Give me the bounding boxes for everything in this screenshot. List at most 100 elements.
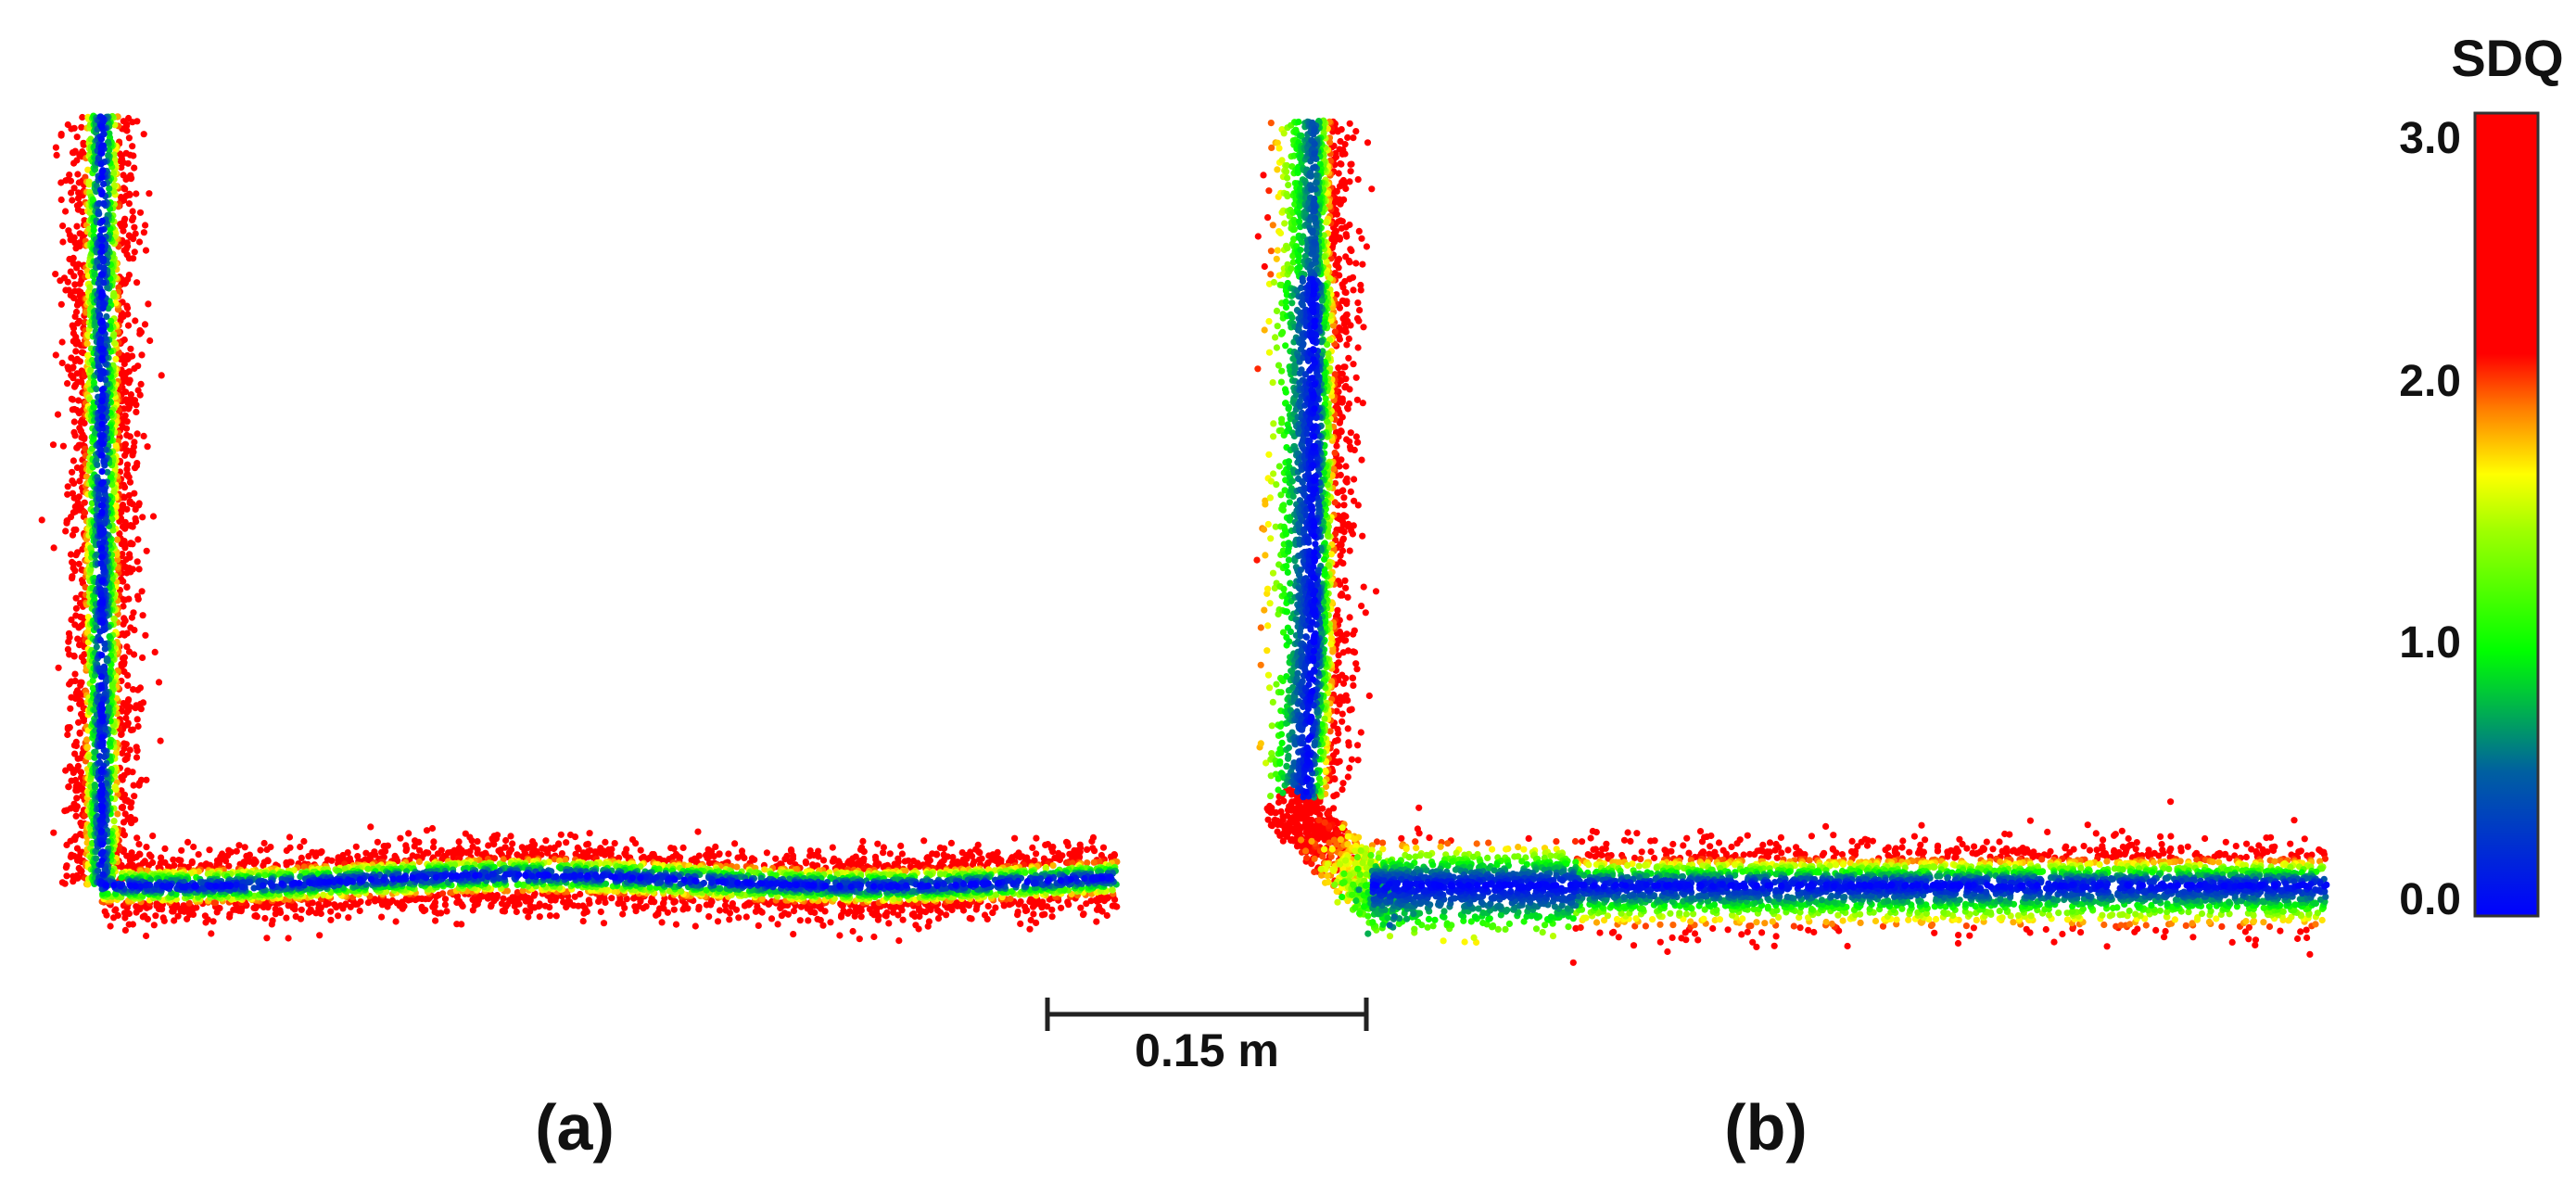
- cloud-point: [70, 479, 78, 488]
- cloud-point: [119, 523, 127, 530]
- cloud-point: [134, 536, 142, 543]
- cloud-point: [129, 921, 136, 928]
- cloud-point: [388, 897, 396, 905]
- cloud-point: [71, 677, 79, 685]
- cloud-point: [623, 896, 630, 903]
- cloud-point: [75, 560, 82, 567]
- cloud-point: [66, 633, 73, 642]
- cloud-point: [297, 843, 304, 851]
- cloud-point: [536, 900, 543, 908]
- cloud-point: [158, 854, 165, 861]
- cloud-point: [149, 513, 158, 520]
- cloud-point: [378, 848, 386, 856]
- cloud-point: [75, 719, 82, 726]
- cloud-point: [142, 222, 149, 229]
- cloud-point: [672, 921, 680, 928]
- cloud-point: [120, 700, 127, 707]
- cloud-point: [726, 916, 733, 923]
- cloud-point: [178, 846, 185, 854]
- cloud-point: [66, 172, 73, 179]
- cloud-point: [899, 916, 907, 923]
- cloud-point: [233, 847, 240, 855]
- cloud-point: [307, 906, 314, 913]
- cloud-point: [59, 442, 67, 450]
- cloud-point: [126, 746, 133, 754]
- cloud-point: [73, 223, 81, 230]
- cloud-point: [69, 197, 76, 204]
- cloud-point: [226, 910, 234, 918]
- cloud-point: [71, 567, 79, 575]
- cloud-point: [354, 853, 362, 860]
- cloud-point: [1027, 916, 1034, 924]
- cloud-point: [430, 838, 438, 846]
- cloud-point: [1064, 842, 1072, 849]
- cloud-point: [1033, 919, 1040, 927]
- cloud-point: [434, 850, 442, 858]
- cloud-point: [536, 913, 543, 921]
- cloud-point: [714, 918, 722, 925]
- cloud-point: [895, 911, 902, 919]
- cloud-point: [133, 558, 141, 566]
- cloud-point: [71, 750, 79, 757]
- cloud-point: [127, 804, 134, 811]
- cloud-point: [209, 918, 217, 925]
- cloud-point: [941, 845, 948, 852]
- cloud-point: [70, 653, 78, 660]
- cloud-point: [585, 897, 592, 904]
- cloud-point: [112, 355, 120, 363]
- cloud-point: [127, 624, 134, 631]
- cloud-point: [133, 190, 140, 197]
- cloud-point: [336, 902, 344, 910]
- cloud-point: [77, 769, 84, 776]
- cloud-point: [755, 922, 762, 930]
- cloud-point: [463, 849, 471, 857]
- cloud-point: [575, 846, 582, 853]
- cloud-point: [305, 853, 312, 860]
- cloud-point: [1090, 859, 1098, 866]
- cloud-point: [1064, 898, 1072, 906]
- cloud-point: [70, 375, 77, 382]
- cloud-point: [250, 860, 258, 868]
- cloud-point: [415, 838, 423, 846]
- cloud-point: [131, 364, 138, 373]
- cloud-point: [72, 604, 80, 612]
- cloud-point: [733, 863, 741, 871]
- cloud-point: [127, 541, 134, 548]
- cloud-point: [139, 654, 146, 662]
- cloud-point: [1039, 898, 1047, 906]
- cloud-point: [1091, 847, 1098, 855]
- cloud-point: [132, 230, 139, 237]
- cloud-point: [441, 901, 449, 909]
- cloud-point: [120, 118, 127, 125]
- cloud-point: [969, 852, 976, 860]
- cloud-point: [118, 731, 125, 739]
- cloud-point: [64, 490, 71, 498]
- cloud-point: [121, 810, 129, 818]
- cloud-point: [136, 209, 145, 216]
- cloud-point: [184, 838, 192, 846]
- cloud-point: [670, 906, 678, 913]
- cloud-point: [201, 912, 209, 920]
- cloud-point: [1026, 925, 1034, 933]
- cloud-point: [132, 705, 139, 712]
- cloud-point: [75, 397, 82, 404]
- cloud-point: [70, 560, 77, 567]
- cloud-point: [1095, 903, 1103, 910]
- cloud-point: [781, 910, 789, 917]
- cloud-point: [498, 900, 506, 908]
- cloud-point: [126, 498, 133, 505]
- cloud-point: [61, 880, 69, 887]
- cloud-point: [123, 643, 131, 651]
- cloud-point: [69, 573, 76, 580]
- cloud-point: [130, 782, 137, 789]
- cloud-point: [73, 795, 81, 802]
- cloud-point: [52, 144, 59, 151]
- cloud-point: [119, 749, 126, 757]
- cloud-point: [949, 854, 957, 861]
- cloud-point: [298, 854, 305, 862]
- cloud-point: [342, 900, 349, 908]
- cloud-point: [73, 464, 81, 472]
- cloud-point: [312, 852, 320, 860]
- cloud-point: [120, 819, 128, 826]
